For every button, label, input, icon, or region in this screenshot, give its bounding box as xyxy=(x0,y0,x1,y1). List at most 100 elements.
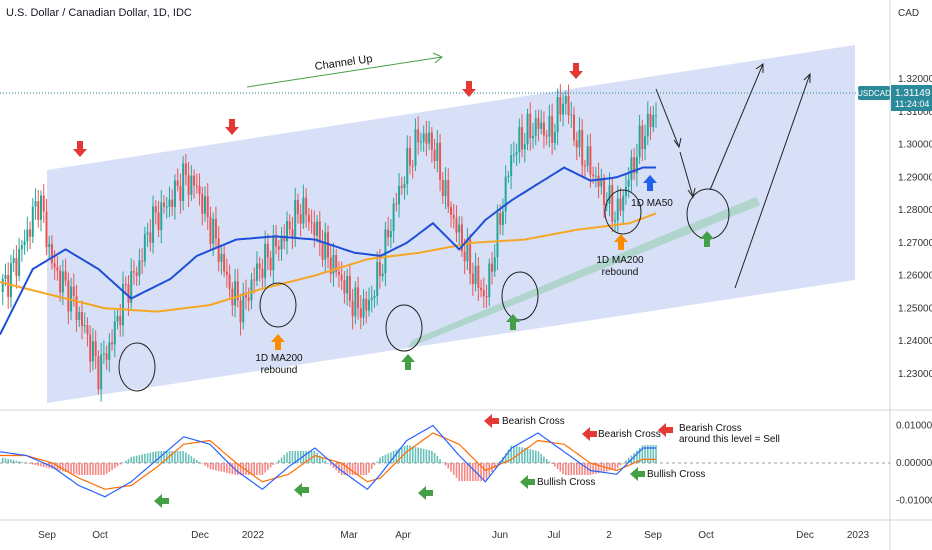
candle-body xyxy=(392,203,395,231)
macd-hist-bar xyxy=(447,463,450,469)
circle-jan-rebound xyxy=(259,282,297,328)
candle-body xyxy=(510,155,513,176)
macd-hist-bar xyxy=(86,463,89,475)
macd-hist-bar xyxy=(305,451,307,463)
candle-body xyxy=(518,127,521,153)
macd-hist-bar xyxy=(401,447,403,463)
candle-body xyxy=(138,260,141,276)
channel-up-trend-arrow xyxy=(246,56,443,88)
candle-body xyxy=(253,279,256,281)
candle-body xyxy=(4,274,7,279)
macd-hist-bar xyxy=(414,447,417,463)
candle-body xyxy=(113,321,116,345)
macd-hist-bar xyxy=(477,463,480,481)
candle-body xyxy=(403,184,406,188)
candle-body xyxy=(655,115,657,117)
candle-body xyxy=(422,133,425,142)
macd-hist-bar xyxy=(461,463,463,481)
macd-hist-bar xyxy=(559,463,562,472)
candle-body xyxy=(7,274,10,297)
candle-body xyxy=(348,275,351,301)
candle-body xyxy=(72,286,75,296)
macd-hist-bar xyxy=(111,463,113,471)
candle-body xyxy=(534,118,537,136)
macd-hist-bar xyxy=(452,463,455,475)
candle-body xyxy=(242,292,245,323)
circle-apr-bottom xyxy=(385,304,423,352)
macd-hist-bar xyxy=(458,463,460,481)
red-arrow-bearish-2 xyxy=(582,427,597,441)
macd-hist-bar xyxy=(556,463,559,469)
candle-body xyxy=(343,280,346,294)
time-tick-10: Oct xyxy=(698,530,714,541)
macd-hist-bar xyxy=(239,463,242,475)
candle-body xyxy=(370,297,373,301)
candle-body xyxy=(433,149,436,161)
candle-body xyxy=(600,179,603,187)
macd-hist-bar xyxy=(644,445,646,463)
macd-hist-bar xyxy=(157,451,160,463)
price-tick-6: 1.26000 xyxy=(898,271,932,282)
candle-body xyxy=(258,263,261,269)
macd-hist-bar xyxy=(185,452,187,463)
macd-hist-bar xyxy=(7,458,9,463)
candle-body xyxy=(398,186,401,205)
macd-hist-bar xyxy=(29,463,31,464)
bearish-cross-label-3a: Bearish Cross xyxy=(679,423,742,434)
candle-body xyxy=(310,222,313,224)
candle-body xyxy=(381,273,384,277)
candle-body xyxy=(165,206,168,208)
candle-body xyxy=(130,271,133,303)
candle-body xyxy=(521,127,524,150)
candle-body xyxy=(97,355,100,390)
candle-body xyxy=(100,354,103,390)
time-axis-ticks: Sep Oct Dec 2022 Mar Apr Jun Jul 2 Sep Oct Dec 2023 xyxy=(38,530,869,541)
macd-hist-bar xyxy=(231,463,234,475)
candle-body xyxy=(627,179,630,187)
candle-body xyxy=(225,271,228,275)
macd-hist-bar xyxy=(160,451,163,463)
candle-body xyxy=(280,237,283,250)
macd-hist-bar xyxy=(310,451,313,463)
macd-hist-bar xyxy=(395,449,398,463)
candle-body xyxy=(630,157,633,180)
candle-body xyxy=(583,165,586,167)
macd-hist-bar xyxy=(351,463,354,475)
candle-body xyxy=(537,118,540,129)
candle-body xyxy=(515,152,518,155)
candle-body xyxy=(182,163,185,202)
macd-hist-bar xyxy=(444,463,447,466)
candle-body xyxy=(179,186,182,202)
candle-body xyxy=(111,342,114,345)
macd-hist-bar xyxy=(636,450,638,463)
candle-body xyxy=(220,253,223,262)
candle-body xyxy=(64,271,67,281)
candle-body xyxy=(526,113,529,145)
macd-hist-bar xyxy=(554,463,556,467)
macd-hist-bar xyxy=(97,463,100,475)
price-tick-2: 1.30000 xyxy=(898,140,932,151)
macd-hist-bar xyxy=(515,446,518,463)
candle-body xyxy=(573,114,575,141)
candle-body xyxy=(556,97,559,132)
macd-hist-bar xyxy=(94,463,97,475)
candle-body xyxy=(529,113,532,139)
candle-body xyxy=(286,221,288,242)
candle-body xyxy=(152,206,155,243)
macd-hist-bar xyxy=(261,463,264,475)
red-arrow-top-3 xyxy=(462,81,476,97)
macd-hist-bar xyxy=(171,451,173,463)
ma200-layer xyxy=(0,212,657,313)
macd-hist-bar xyxy=(155,451,157,463)
candle-body xyxy=(307,214,310,223)
candle-body xyxy=(318,221,321,244)
macd-hist-bar xyxy=(619,463,622,466)
macd-hist-bar xyxy=(242,463,245,475)
ma50-layer xyxy=(0,166,656,335)
candle-body xyxy=(357,287,360,309)
candle-body xyxy=(266,243,269,258)
macd-tick-0: 0.01000 xyxy=(896,421,932,432)
candle-body xyxy=(234,281,237,306)
candle-body xyxy=(564,96,567,104)
macd-hist-bar xyxy=(176,451,179,463)
